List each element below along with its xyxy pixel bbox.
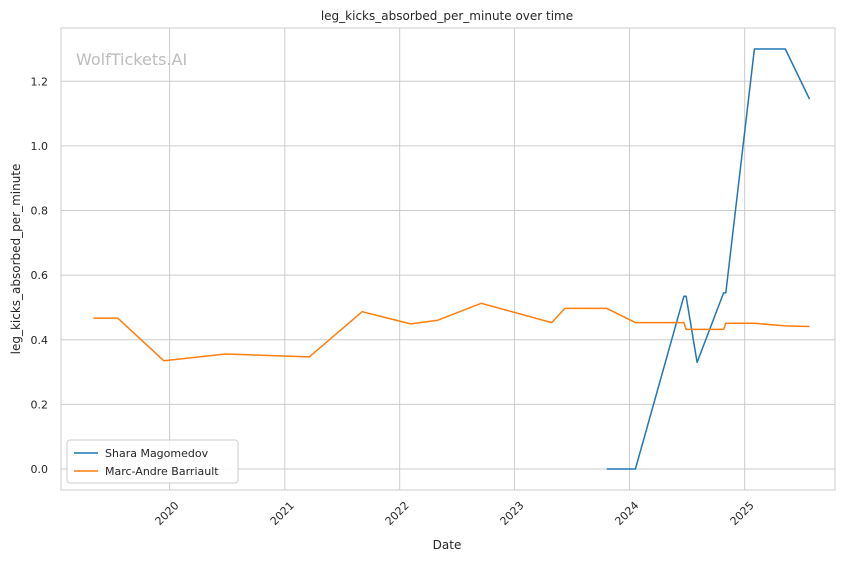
x-tick-label: 2024 <box>612 499 641 528</box>
x-axis-ticks: 2020 2021 2022 2023 2024 2025 <box>153 499 757 528</box>
x-tick-label: 2021 <box>268 499 297 528</box>
y-axis-ticks: 0.0 0.2 0.4 0.6 0.8 1.0 1.2 <box>31 75 49 476</box>
y-axis-label: leg_kicks_absorbed_per_minute <box>9 164 23 355</box>
legend-label-marc-andre-barriault: Marc-Andre Barriault <box>105 465 219 478</box>
x-axis-label: Date <box>433 538 462 552</box>
legend-label-shara-magomedov: Shara Magomedov <box>105 447 209 460</box>
series-line-shara-magomedov <box>606 48 811 470</box>
y-tick-label: 0.2 <box>31 398 49 411</box>
series-lines <box>93 48 811 470</box>
plot-frame <box>60 27 836 491</box>
y-tick-label: 1.2 <box>31 75 49 88</box>
series-line-marc-andre-barriault <box>93 302 810 362</box>
y-tick-label: 0.6 <box>31 269 49 282</box>
watermark: WolfTickets.AI <box>76 50 187 69</box>
y-tick-label: 0.4 <box>31 334 49 347</box>
legend-box <box>66 439 239 484</box>
y-tick-label: 0.8 <box>31 205 49 218</box>
y-tick-label: 1.0 <box>31 140 49 153</box>
x-tick-label: 2023 <box>498 499 527 528</box>
legend: Shara Magomedov Marc-Andre Barriault <box>66 439 239 484</box>
x-tick-label: 2020 <box>153 499 182 528</box>
chart-title: leg_kicks_absorbed_per_minute over time <box>321 9 573 23</box>
x-tick-label: 2022 <box>383 499 412 528</box>
x-tick-label: 2025 <box>728 499 757 528</box>
grid-lines <box>61 28 835 490</box>
y-tick-label: 0.0 <box>31 463 49 476</box>
